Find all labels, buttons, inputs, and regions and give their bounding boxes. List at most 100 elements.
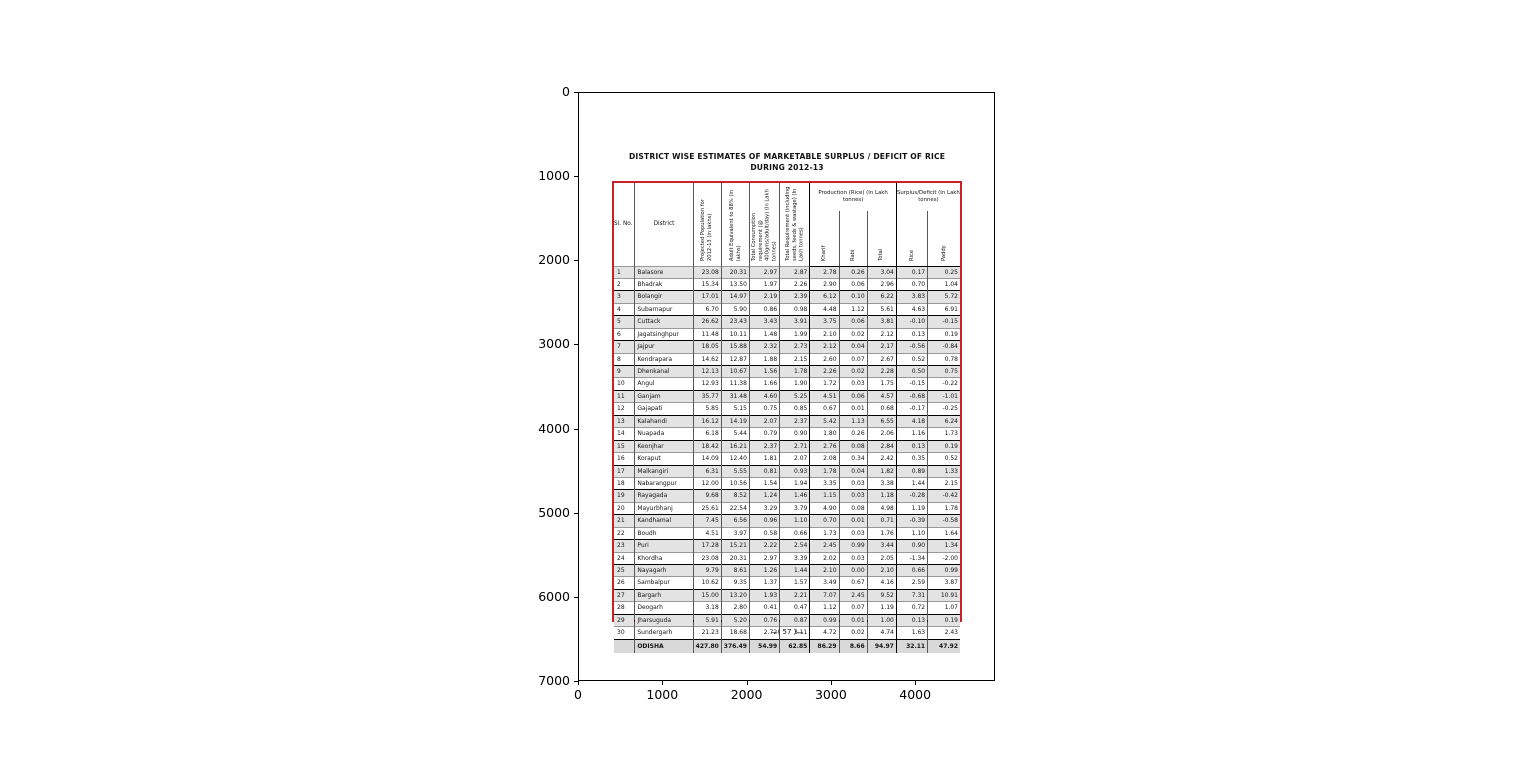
cell-rice: 0.89	[895, 464, 928, 478]
table-row: 25 Nayagarh 9.79 8.61 1.26 1.44 2.10 0.00 2.10 0.…	[614, 563, 960, 577]
cell-sl	[614, 638, 635, 653]
table-row: 15 Keonjhar 18.42 16.21 2.37 2.71 2.76 0.08 2.84…	[614, 439, 960, 453]
cell-cons: 0.96	[748, 514, 780, 528]
table-row: 12 Gajapati 5.85 5.15 0.75 0.85 0.67 0.01 0.68 -0…	[614, 402, 960, 416]
scanned-document-page: DISTRICT WISE ESTIMATES OF MARKETABLE SU…	[579, 93, 994, 680]
cell-adult: 31.48	[720, 389, 750, 403]
cell-req: 2.15	[779, 352, 810, 366]
cell-cons: 1.24	[748, 489, 780, 503]
table-row: 27 Bargarh 15.00 13.20 1.93 2.21 7.07 2.45 9.52 7…	[614, 588, 960, 602]
cell-kharif: 2.45	[809, 539, 840, 553]
header-rabi: Rabi	[838, 211, 868, 267]
cell-req: 0.90	[779, 427, 810, 441]
cell-req: 2.39	[779, 290, 810, 304]
cell-pop: 26.62	[692, 315, 722, 329]
cell-sl: 8	[614, 352, 635, 366]
cell-total: 3.81	[866, 315, 897, 329]
cell-paddy: -0.15	[927, 315, 960, 329]
table-row: 28 Deogarh 3.18 2.80 0.41 0.47 1.12 0.07 1.19 0.7…	[614, 601, 960, 615]
cell-pop: 5.91	[692, 613, 722, 627]
cell-paddy: 0.99	[927, 563, 960, 577]
cell-cons: 2.07	[748, 414, 780, 428]
cell-district: Gajapati	[634, 402, 694, 416]
cell-pop: 23.08	[692, 265, 722, 279]
cell-rabi: 0.02	[838, 327, 868, 341]
cell-total: 1.18	[866, 489, 897, 503]
cell-total: 3.04	[866, 265, 897, 279]
cell-sl: 25	[614, 563, 635, 577]
table-row: 21 Kandhamal 7.45 6.56 0.96 1.10 0.70 0.01 0.71-…	[614, 514, 960, 528]
cell-pop: 12.93	[692, 377, 722, 391]
cell-paddy: -0.42	[927, 489, 960, 503]
table-row: 13 Kalahandi 16.12 14.19 2.07 2.37 5.42 1.13 6.5…	[614, 414, 960, 428]
cell-kharif: 1.80	[809, 427, 840, 441]
cell-total: 5.61	[866, 302, 897, 316]
cell-pop: 18.05	[692, 340, 722, 354]
cell-district: Jagatsinghpur	[634, 327, 694, 341]
cell-rabi: 0.03	[838, 377, 868, 391]
cell-sl: 28	[614, 601, 635, 615]
cell-rice: 1.44	[895, 476, 928, 490]
cell-kharif: 2.78	[809, 265, 840, 279]
cell-adult: 5.44	[720, 427, 750, 441]
cell-district: Jajpur	[634, 340, 694, 354]
cell-req: 1.99	[779, 327, 810, 341]
cell-district: Nabarangpur	[634, 476, 694, 490]
cell-total: 4.98	[866, 501, 897, 515]
cell-cons: 1.54	[748, 476, 780, 490]
cell-kharif: 3.75	[809, 315, 840, 329]
cell-pop: 18.42	[692, 439, 722, 453]
cell-sl: 13	[614, 414, 635, 428]
y-tick-label: 4000	[538, 420, 570, 436]
cell-req: 2.26	[779, 277, 810, 291]
cell-pop: 4.51	[692, 526, 722, 540]
cell-adult: 18.68	[720, 626, 750, 640]
cell-kharif: 4.51	[809, 389, 840, 403]
cell-req: 1.90	[779, 377, 810, 391]
cell-cons: 1.81	[748, 452, 780, 465]
cell-cons: 0.81	[748, 464, 780, 478]
cell-district: Sundergarh	[634, 626, 694, 640]
cell-rabi: 0.34	[838, 452, 868, 465]
cell-adult: 12.40	[720, 452, 750, 465]
cell-rice: 0.66	[895, 563, 928, 577]
cell-district: Kendrapara	[634, 352, 694, 366]
cell-pop: 15.00	[692, 588, 722, 602]
cell-sl: 7	[614, 340, 635, 354]
cell-district: Puri	[634, 539, 694, 553]
cell-req: 0.66	[779, 526, 810, 540]
cell-rice: 0.70	[895, 277, 928, 291]
table-row: 19 Rayagada 9.68 8.52 1.24 1.46 1.15 0.03 1.18 -0…	[614, 489, 960, 503]
cell-rice: -0.56	[895, 340, 928, 354]
cell-rabi: 0.02	[838, 626, 868, 640]
cell-total: 2.17	[866, 340, 897, 354]
cell-rabi: 0.07	[838, 601, 868, 615]
cell-req: 5.25	[779, 389, 810, 403]
cell-kharif: 0.67	[809, 402, 840, 416]
cell-req: 2.21	[779, 588, 810, 602]
cell-rabi: 2.45	[838, 588, 868, 602]
cell-cons: 1.93	[748, 588, 780, 602]
cell-kharif: 2.10	[809, 327, 840, 341]
x-tick-mark	[915, 681, 917, 685]
cell-req: 3.91	[779, 315, 810, 329]
x-tick-label: 0	[574, 687, 582, 702]
cell-adult: 2.80	[720, 601, 750, 615]
cell-cons: 3.29	[748, 501, 780, 515]
cell-adult: 5.20	[720, 613, 750, 627]
table-row: 18 Nabarangpur 12.00 10.56 1.54 1.94 3.35 0.03 3…	[614, 476, 960, 490]
cell-sl: 24	[614, 551, 635, 565]
cell-kharif: 3.49	[809, 576, 840, 590]
cell-kharif: 2.90	[809, 277, 840, 291]
cell-paddy: 0.19	[927, 613, 960, 627]
cell-rice: -0.28	[895, 489, 928, 503]
table-row: 26 Sambalpur 10.62 9.35 1.37 1.57 3.49 0.67 4.16…	[614, 576, 960, 590]
cell-rice: 0.35	[895, 452, 928, 465]
table-row: 1 Balasore 23.08 20.31 2.97 2.87 2.78 0.26 3.04 0…	[614, 265, 960, 279]
cell-paddy: 0.75	[927, 364, 960, 378]
table-row: 11 Ganjam 35.77 31.48 4.60 5.25 4.51 0.06 4.57 -0…	[614, 389, 960, 403]
cell-total: 2.67	[866, 352, 897, 366]
cell-rabi: 0.01	[838, 613, 868, 627]
cell-sl: 9	[614, 364, 635, 378]
cell-cons: 1.88	[748, 352, 780, 366]
